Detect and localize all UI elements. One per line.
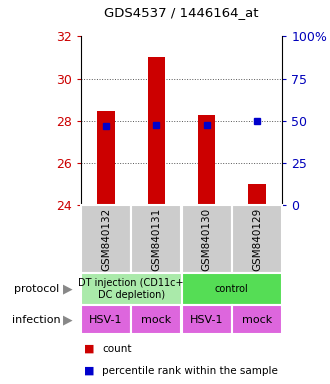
Text: mock: mock [141,314,172,325]
Bar [248,184,266,205]
Text: GSM840129: GSM840129 [252,207,262,271]
Bar [148,56,165,205]
Text: GDS4537 / 1446164_at: GDS4537 / 1446164_at [104,6,259,19]
Text: ■: ■ [84,366,95,376]
Text: protocol: protocol [14,284,59,294]
Text: percentile rank within the sample: percentile rank within the sample [102,366,278,376]
Text: count: count [102,344,132,354]
Text: GSM840131: GSM840131 [151,207,161,271]
Text: GSM840130: GSM840130 [202,207,212,271]
Text: infection: infection [12,314,61,325]
Text: GSM840132: GSM840132 [101,207,111,271]
Text: ▶: ▶ [63,313,73,326]
Text: mock: mock [242,314,272,325]
Text: ■: ■ [84,344,95,354]
Bar [198,115,215,205]
Text: ▶: ▶ [63,283,73,295]
Text: HSV-1: HSV-1 [190,314,223,325]
Text: DT injection (CD11c+
DC depletion): DT injection (CD11c+ DC depletion) [79,278,184,300]
Text: HSV-1: HSV-1 [89,314,123,325]
Text: control: control [215,284,249,294]
Bar [97,111,115,205]
